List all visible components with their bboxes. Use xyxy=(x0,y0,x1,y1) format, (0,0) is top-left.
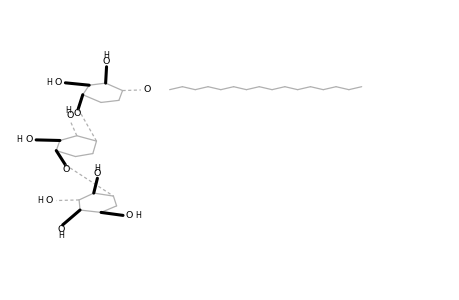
Text: H: H xyxy=(66,106,72,115)
Text: O: O xyxy=(73,109,80,118)
Text: O: O xyxy=(62,165,70,174)
Text: H: H xyxy=(17,135,22,144)
Text: O: O xyxy=(45,196,52,205)
Text: O: O xyxy=(26,135,33,144)
Text: H: H xyxy=(37,196,43,205)
Text: O: O xyxy=(94,169,101,178)
Text: O: O xyxy=(103,57,110,66)
Text: H: H xyxy=(58,231,64,240)
Text: H: H xyxy=(103,51,109,60)
Text: O: O xyxy=(55,78,62,87)
Text: O: O xyxy=(57,226,65,235)
Text: H: H xyxy=(46,78,52,87)
Text: O: O xyxy=(143,85,151,94)
Text: H: H xyxy=(135,211,141,220)
Text: H: H xyxy=(94,164,100,172)
Text: O: O xyxy=(125,211,133,220)
Text: O: O xyxy=(66,111,73,120)
